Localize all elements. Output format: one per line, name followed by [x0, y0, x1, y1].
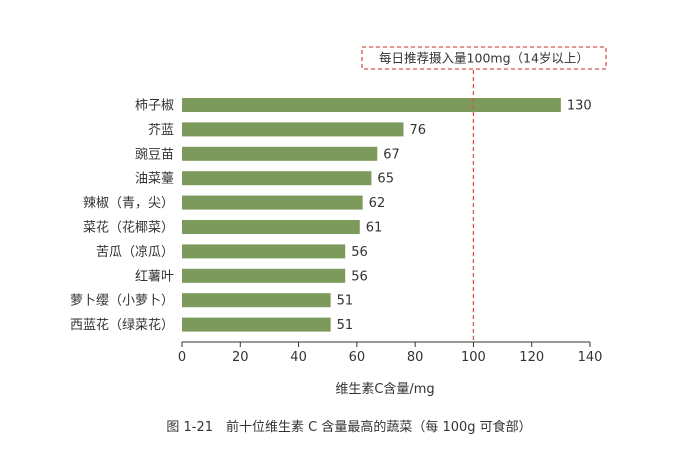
category-label: 菜花（花椰菜）	[83, 220, 174, 236]
value-labels: 130 76 67 65 62 61 56 56 51 51	[337, 99, 592, 334]
category-label: 柿子椒	[135, 98, 174, 114]
value-label: 51	[337, 294, 354, 309]
category-label: 红薯叶	[135, 268, 174, 284]
bar	[182, 293, 331, 308]
value-label: 62	[369, 196, 386, 211]
bar	[182, 220, 360, 234]
x-tick-label: 20	[232, 350, 249, 365]
bar	[182, 122, 404, 137]
figure-caption: 图 1-21 前十位维生素 C 含量最高的蔬菜（每 100g 可食部）	[166, 419, 531, 435]
x-axis-title: 维生素C含量/mg	[335, 381, 434, 397]
category-label: 苦瓜（凉瓜）	[96, 244, 174, 260]
value-label: 65	[377, 172, 394, 187]
reference-line-label: 每日推荐摄入量100mg（14岁以上）	[379, 51, 589, 66]
value-label: 56	[351, 269, 368, 284]
category-label: 豌豆苗	[135, 146, 174, 162]
x-tick-label: 120	[519, 350, 544, 365]
x-tick-label: 0	[178, 350, 186, 365]
x-tick-label: 140	[578, 350, 603, 365]
x-tick-label: 80	[407, 350, 424, 365]
bar	[182, 195, 363, 210]
x-tick-label: 100	[461, 350, 486, 365]
category-label: 萝卜缨（小萝卜）	[70, 294, 174, 309]
category-label: 辣椒（青，尖）	[83, 196, 174, 211]
x-axis: 0 20 40 60 80 100 120 140	[178, 341, 603, 365]
bar	[182, 98, 561, 112]
bar	[182, 244, 346, 259]
value-label: 61	[366, 221, 383, 236]
reference-line-group: 每日推荐摄入量100mg（14岁以上）	[361, 46, 607, 342]
x-tick-label: 40	[290, 350, 307, 365]
category-label: 油菜薹	[135, 172, 174, 187]
bar	[182, 171, 372, 186]
bar	[182, 268, 346, 283]
value-label: 56	[351, 245, 368, 260]
value-label: 67	[383, 147, 400, 162]
value-label: 130	[567, 99, 592, 114]
value-label: 51	[337, 318, 354, 333]
reference-label-box	[361, 46, 607, 70]
category-label: 西蓝花（绿菜花）	[70, 317, 174, 333]
x-tick-label: 60	[349, 350, 366, 365]
category-label: 芥蓝	[148, 123, 174, 138]
value-label: 76	[409, 123, 426, 138]
bar	[182, 317, 331, 332]
bars-layer	[182, 98, 561, 332]
bar	[182, 146, 378, 161]
